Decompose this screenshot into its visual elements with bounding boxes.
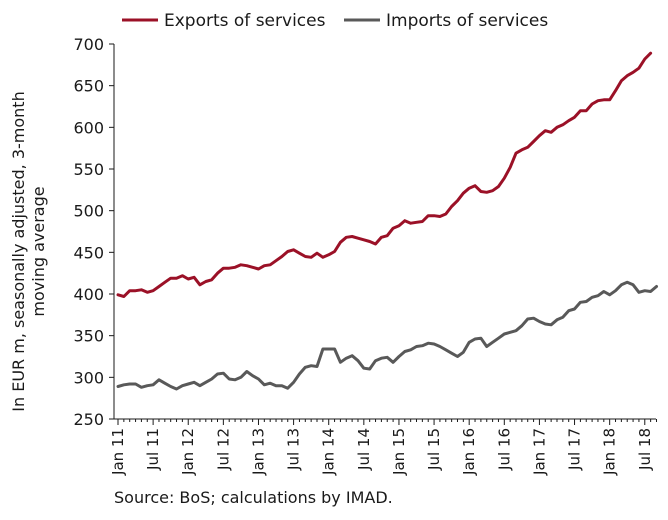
source-note: Source: BoS; calculations by IMAD. (114, 488, 393, 507)
y-axis-label-line: moving average (29, 186, 48, 316)
x-tick-label: Jan 15 (390, 428, 408, 476)
x-tick-label: Jul 13 (285, 428, 303, 471)
y-tick-label: 500 (73, 202, 104, 221)
x-tick-label: Jan 13 (249, 428, 267, 476)
y-tick-label: 550 (73, 160, 104, 179)
x-tick-label: Jan 14 (320, 428, 338, 476)
x-tick-label: Jan 11 (109, 428, 127, 476)
y-axis-title: In EUR m, seasonally adjusted, 3-month mo… (9, 91, 48, 411)
series-lines (116, 51, 658, 391)
y-tick-label: 350 (73, 327, 104, 346)
x-tick-label: Jan 12 (179, 428, 197, 476)
y-tick-label: 300 (73, 368, 104, 387)
legend: Exports of services Imports of services (122, 11, 548, 31)
series-line-imports (116, 280, 658, 391)
series-line-exports (116, 51, 653, 298)
legend-label: Exports of services (164, 11, 326, 31)
y-tick-label: 700 (73, 35, 104, 54)
y-tick-label: 450 (73, 243, 104, 262)
y-axis-label-line: In EUR m, seasonally adjusted, 3-month (9, 91, 28, 411)
legend-label: Imports of services (386, 11, 548, 31)
axes: 250 300 350 400 450 500 550 600 650 700 Jan 11 Jul … (73, 35, 657, 476)
x-tick-label: Jan 18 (601, 428, 619, 476)
x-tick-label: Jan 17 (530, 428, 548, 476)
x-tick-label: Jul 16 (495, 428, 513, 471)
y-tick-label: 650 (73, 77, 104, 96)
x-tick-label: Jul 15 (425, 428, 443, 471)
y-tick-label: 250 (73, 410, 104, 429)
x-tick-label: Jul 11 (144, 428, 162, 471)
x-tick-label: Jul 14 (355, 428, 373, 471)
x-tick-label: Jul 18 (636, 428, 654, 471)
x-tick-label: Jan 16 (460, 428, 478, 476)
y-tick-label: 600 (73, 118, 104, 137)
y-tick-label: 400 (73, 285, 104, 304)
x-tick-label: Jul 17 (566, 428, 584, 471)
x-tick-label: Jul 12 (214, 428, 232, 471)
